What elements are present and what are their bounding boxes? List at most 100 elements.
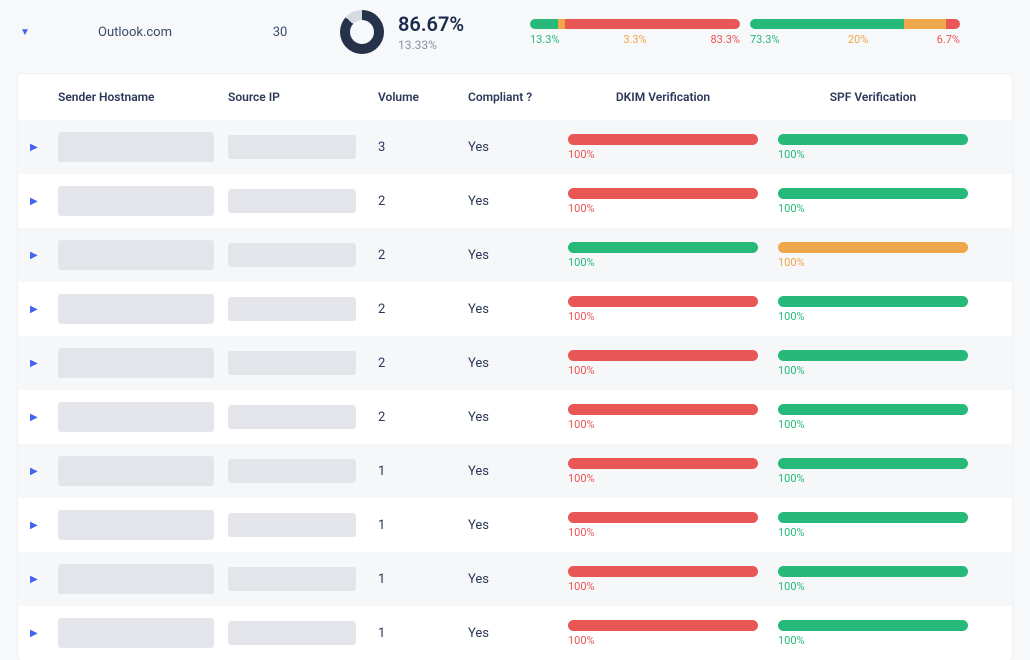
expand-row-icon[interactable]: ▶ — [30, 358, 38, 369]
expand-row-icon[interactable]: ▶ — [30, 304, 38, 315]
source-ip-redacted — [228, 189, 356, 213]
volume-value: 3 — [378, 140, 468, 155]
dkim-pct-label: 100% — [568, 634, 758, 647]
hostname-redacted — [58, 456, 214, 486]
dkim-cell: 100% — [568, 458, 778, 485]
donut-secondary-pct: 13.33% — [398, 38, 464, 52]
compliant-value: Yes — [468, 410, 568, 425]
dkim-cell: 100% — [568, 188, 778, 215]
spf-cell: 100% — [778, 512, 988, 539]
volume-value: 2 — [378, 248, 468, 263]
dkim-cell: 100% — [568, 134, 778, 161]
spf-cell: 100% — [778, 188, 988, 215]
spf-cell: 100% — [778, 620, 988, 647]
compliant-value: Yes — [468, 302, 568, 317]
dkim-pct-label: 100% — [568, 202, 758, 215]
spf-green-pct: 73.3% — [750, 33, 780, 46]
compliant-value: Yes — [468, 356, 568, 371]
compliant-value: Yes — [468, 248, 568, 263]
expand-row-icon[interactable]: ▶ — [30, 196, 38, 207]
sources-table: Sender Hostname Source IP Volume Complia… — [18, 74, 1012, 660]
dkim-cell: 100% — [568, 620, 778, 647]
spf-pct-label: 100% — [778, 580, 968, 593]
spf-pct-label: 100% — [778, 202, 968, 215]
volume-value: 2 — [378, 356, 468, 371]
source-ip-redacted — [228, 351, 356, 375]
spf-pct-label: 100% — [778, 364, 968, 377]
hostname-redacted — [58, 564, 214, 594]
spf-cell: 100% — [778, 566, 988, 593]
source-ip-redacted — [228, 513, 356, 537]
source-ip-redacted — [228, 135, 356, 159]
hostname-redacted — [58, 186, 214, 216]
dkim-pct-label: 100% — [568, 310, 758, 323]
expand-row-icon[interactable]: ▶ — [30, 466, 38, 477]
source-ip-redacted — [228, 405, 356, 429]
provider-name: Outlook.com — [50, 25, 220, 40]
dkim-cell: 100% — [568, 296, 778, 323]
expand-row-icon[interactable]: ▶ — [30, 628, 38, 639]
summary-row: ▼ Outlook.com 30 86.67% 13.33% 13.3% 3.3… — [0, 0, 1030, 74]
table-row: ▶ 2 Yes 100% 100% — [18, 336, 1012, 390]
table-row: ▶ 1 Yes 100% 100% — [18, 552, 1012, 606]
compliant-value: Yes — [468, 518, 568, 533]
dkim-pct-label: 100% — [568, 256, 758, 269]
header-source-ip: Source IP — [228, 90, 378, 104]
table-row: ▶ 1 Yes 100% 100% — [18, 498, 1012, 552]
table-header: Sender Hostname Source IP Volume Complia… — [18, 74, 1012, 120]
source-ip-redacted — [228, 621, 356, 645]
source-ip-redacted — [228, 297, 356, 321]
dkim-pct-label: 100% — [568, 418, 758, 431]
volume-value: 1 — [378, 518, 468, 533]
donut-chart — [340, 10, 384, 54]
hostname-redacted — [58, 510, 214, 540]
spf-pct-label: 100% — [778, 256, 968, 269]
compliant-value: Yes — [468, 626, 568, 641]
collapse-caret-icon[interactable]: ▼ — [20, 27, 40, 38]
table-row: ▶ 2 Yes 100% 100% — [18, 390, 1012, 444]
spf-summary-bar: 73.3% 20% 6.7% — [750, 19, 960, 46]
expand-row-icon[interactable]: ▶ — [30, 520, 38, 531]
volume-value: 2 — [378, 410, 468, 425]
dkim-pct-label: 100% — [568, 580, 758, 593]
volume-value: 2 — [378, 194, 468, 209]
volume-value: 1 — [378, 572, 468, 587]
compliant-value: Yes — [468, 140, 568, 155]
spf-cell: 100% — [778, 458, 988, 485]
table-row: ▶ 1 Yes 100% 100% — [18, 444, 1012, 498]
volume-value: 1 — [378, 464, 468, 479]
table-row: ▶ 2 Yes 100% 100% — [18, 282, 1012, 336]
compliant-value: Yes — [468, 572, 568, 587]
table-row: ▶ 2 Yes 100% 100% — [18, 228, 1012, 282]
spf-red-pct: 6.7% — [937, 33, 960, 46]
header-dkim: DKIM Verification — [568, 90, 778, 104]
source-ip-redacted — [228, 567, 356, 591]
dkim-pct-label: 100% — [568, 148, 758, 161]
header-spf: SPF Verification — [778, 90, 988, 104]
dkim-pct-label: 100% — [568, 364, 758, 377]
volume-value: 1 — [378, 626, 468, 641]
spf-pct-label: 100% — [778, 148, 968, 161]
compliant-value: Yes — [468, 194, 568, 209]
spf-pct-label: 100% — [778, 634, 968, 647]
spf-cell: 100% — [778, 242, 988, 269]
hostname-redacted — [58, 402, 214, 432]
expand-row-icon[interactable]: ▶ — [30, 412, 38, 423]
source-ip-redacted — [228, 459, 356, 483]
dkim-cell: 100% — [568, 404, 778, 431]
volume-value: 2 — [378, 302, 468, 317]
provider-count: 30 — [230, 25, 330, 40]
header-volume: Volume — [378, 90, 468, 104]
spf-orange-pct: 20% — [848, 33, 868, 46]
expand-row-icon[interactable]: ▶ — [30, 574, 38, 585]
spf-cell: 100% — [778, 134, 988, 161]
expand-row-icon[interactable]: ▶ — [30, 250, 38, 261]
spf-pct-label: 100% — [778, 418, 968, 431]
spf-pct-label: 100% — [778, 472, 968, 485]
expand-row-icon[interactable]: ▶ — [30, 142, 38, 153]
dkim-green-pct: 13.3% — [530, 33, 560, 46]
dkim-cell: 100% — [568, 242, 778, 269]
spf-pct-label: 100% — [778, 526, 968, 539]
compliance-donut-block: 86.67% 13.33% — [340, 10, 520, 54]
dkim-summary-bar: 13.3% 3.3% 83.3% — [530, 19, 740, 46]
